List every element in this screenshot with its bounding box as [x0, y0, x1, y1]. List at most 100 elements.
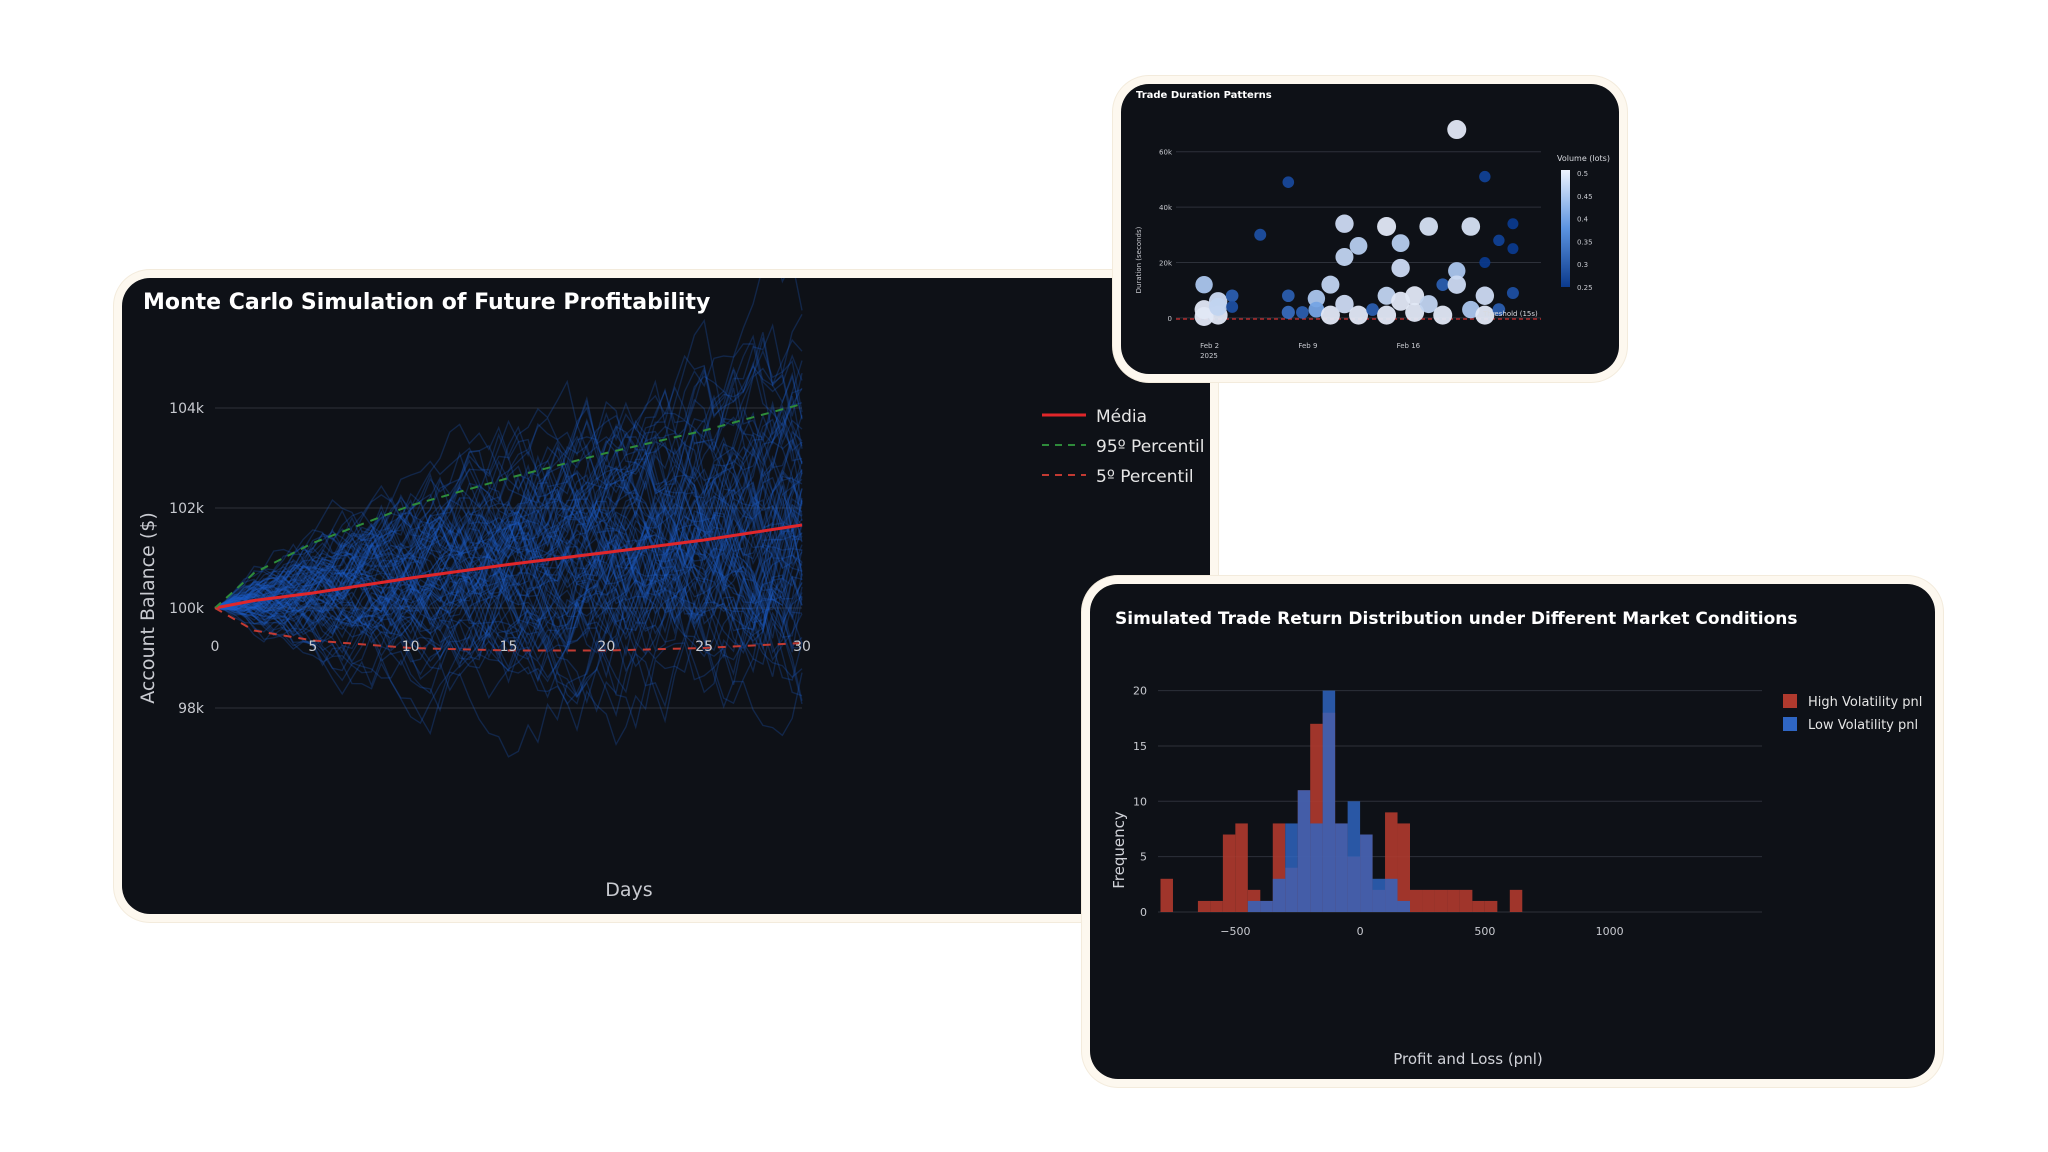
mc-x-tick-label: 10 — [402, 639, 420, 655]
mc-simulated-path — [214, 432, 803, 643]
dur-point — [1448, 262, 1466, 280]
mc-simulated-path — [214, 495, 803, 663]
mc-simulated-path — [214, 493, 803, 677]
hist-bar-high-volatility — [1509, 889, 1523, 912]
dur-point — [1492, 303, 1506, 316]
monte-carlo-card: Monte Carlo Simulation of Future Profita… — [122, 278, 1210, 914]
dur-point — [1493, 234, 1505, 247]
monte-carlo-y-axis-label: Account Balance ($) — [137, 512, 159, 703]
hist-bar-high-volatility — [1210, 900, 1223, 912]
mc-simulated-path — [214, 471, 803, 662]
dur-point — [1335, 294, 1354, 314]
hist-x-tick-label: 1000 — [1596, 925, 1624, 938]
mc-simulated-path — [214, 433, 803, 697]
trade-duration-card: Trade Duration Patterns Threshold (15s) … — [1121, 84, 1619, 374]
dur-point — [1479, 170, 1491, 183]
threshold-label: Threshold (15s) — [1482, 310, 1538, 318]
dur-point — [1335, 247, 1354, 266]
dur-point — [1507, 218, 1519, 230]
mc-simulated-path — [214, 450, 803, 662]
mc-simulated-path — [214, 574, 803, 713]
dur-point — [1195, 275, 1213, 294]
histogram-card: Simulated Trade Return Distribution unde… — [1090, 584, 1935, 1079]
mc-simulated-path — [214, 430, 803, 609]
hist-bar-high-volatility — [1160, 878, 1173, 912]
mc-simulated-path — [214, 318, 803, 609]
mc-simulated-path — [214, 497, 803, 747]
mc-simulated-path — [214, 472, 803, 650]
hist-x-tick-label: −500 — [1220, 925, 1250, 938]
mc-p5-line — [214, 607, 803, 652]
mc-simulated-path — [214, 461, 803, 648]
mc-simulated-path — [214, 367, 803, 609]
mc-simulated-path — [214, 441, 803, 609]
mc-simulated-path — [214, 439, 803, 686]
dur-x-tick-label: Feb 9 — [1298, 342, 1317, 350]
hist-bar-high-volatility — [1410, 889, 1423, 912]
dur-point — [1447, 275, 1466, 294]
mc-simulated-path — [214, 508, 803, 641]
mc-simulated-path — [214, 537, 803, 713]
monte-carlo-x-axis-label: Days — [605, 879, 652, 901]
mc-simulated-path — [214, 479, 803, 621]
dur-point — [1377, 286, 1396, 305]
dur-point — [1366, 303, 1379, 316]
mc-simulated-path — [214, 475, 803, 659]
mc-x-tick-label: 20 — [597, 639, 615, 655]
colorbar-gradient — [1561, 170, 1570, 287]
dur-y-tick-label: 60k — [1159, 149, 1173, 157]
mc-x-tick-label: 0 — [211, 639, 220, 655]
mc-simulated-path — [214, 544, 803, 661]
mc-simulated-path — [214, 379, 803, 618]
hist-bar-low-volatility — [1260, 900, 1273, 912]
hist-bar-low-volatility — [1322, 690, 1336, 912]
mc-simulated-path — [214, 499, 803, 730]
dur-point — [1281, 305, 1295, 319]
mc-simulated-path — [214, 313, 803, 609]
mc-y-tick-label: 98k — [178, 701, 205, 717]
legend-p95-label: 95º Percentil — [1096, 437, 1204, 457]
mc-simulated-path — [214, 486, 803, 631]
mc-simulated-path — [214, 435, 803, 609]
mc-simulated-path — [214, 538, 803, 681]
dur-point — [1282, 176, 1295, 188]
hist-bar-high-volatility — [1459, 889, 1473, 912]
legend-low-swatch — [1783, 717, 1797, 731]
trade-duration-chart: Threshold (15s) 0 20k 40k 60k Feb 2 Feb 9 Feb … — [1135, 120, 1610, 360]
mc-simulated-path — [214, 515, 803, 652]
dur-point — [1194, 307, 1214, 327]
mc-simulated-path — [214, 417, 803, 611]
mc-simulated-path — [214, 506, 803, 679]
mc-simulated-path — [214, 374, 803, 650]
hist-bar-high-volatility — [1235, 823, 1248, 912]
mc-mean-line — [214, 523, 803, 610]
dur-point — [1377, 305, 1397, 325]
mc-simulated-path — [214, 278, 803, 614]
mc-simulated-path — [214, 488, 803, 676]
hist-bar-high-volatility — [1447, 889, 1460, 912]
dur-point — [1296, 306, 1309, 319]
mc-simulated-path — [214, 506, 803, 662]
dur-point — [1475, 305, 1495, 325]
dur-point — [1209, 297, 1228, 316]
colorbar-tick-label: 0.35 — [1577, 238, 1593, 246]
mc-simulated-path — [214, 431, 803, 694]
dur-point — [1225, 289, 1239, 303]
dur-point — [1461, 217, 1481, 236]
hist-bar-high-volatility — [1197, 900, 1211, 912]
dur-point — [1307, 289, 1326, 308]
hist-bar-low-volatility — [1272, 878, 1286, 912]
mc-simulated-path — [214, 465, 803, 628]
mc-simulated-path — [214, 423, 803, 613]
monte-carlo-title: Monte Carlo Simulation of Future Profita… — [143, 290, 711, 315]
hist-y-tick-label: 0 — [1140, 906, 1147, 919]
trade-duration-title: Trade Duration Patterns — [1136, 90, 1272, 101]
mc-simulated-path — [214, 379, 803, 609]
mc-simulated-path — [214, 564, 803, 645]
hist-bar-high-volatility — [1397, 823, 1410, 912]
dur-point — [1462, 300, 1480, 319]
histogram-y-axis-label: Frequency — [1110, 811, 1128, 889]
mc-simulated-path — [214, 430, 803, 683]
dur-point — [1405, 302, 1425, 322]
hist-bar-high-volatility — [1434, 889, 1448, 912]
